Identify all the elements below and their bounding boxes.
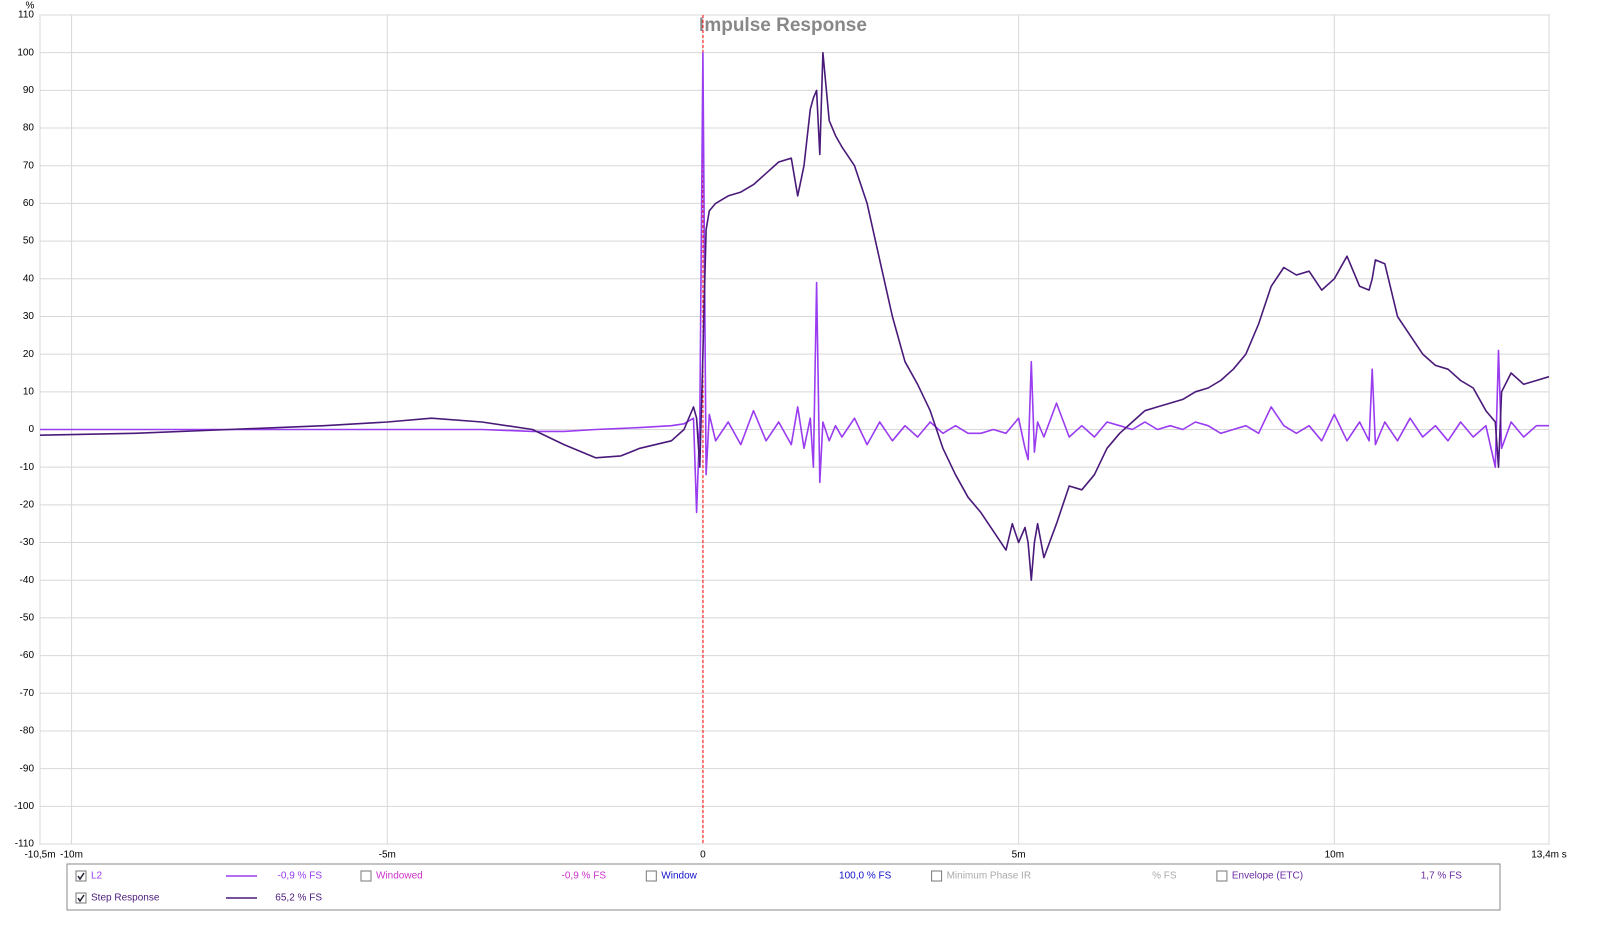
legend-label: Envelope (ETC) <box>1232 871 1303 882</box>
y-tick-label: 100 <box>17 47 34 58</box>
series-line <box>39 51 1550 581</box>
legend-checkbox[interactable] <box>931 870 943 882</box>
legend-checkbox[interactable] <box>75 870 87 882</box>
y-tick-label: -10 <box>20 462 35 473</box>
y-tick-label: -60 <box>20 650 35 661</box>
checkmark <box>77 894 85 903</box>
y-tick-label: -40 <box>20 575 35 586</box>
y-tick-label: 20 <box>23 349 35 360</box>
y-tick-label: -80 <box>20 726 35 737</box>
y-axis-label: % <box>26 1 35 12</box>
legend-readout: -0,9 % FS <box>278 871 323 882</box>
legend-checkbox[interactable] <box>645 870 657 882</box>
y-tick-label: 90 <box>23 85 35 96</box>
legend-label: L2 <box>91 871 103 882</box>
y-tick-label: 0 <box>28 424 34 435</box>
chart-title: Impulse Response <box>699 15 867 36</box>
x-tick-label: -10m <box>60 850 83 861</box>
y-tick-label: 80 <box>23 123 35 134</box>
x-tick-label: -5m <box>379 850 396 861</box>
y-tick-label: 10 <box>23 386 35 397</box>
legend-readout: 65,2 % FS <box>275 893 322 904</box>
checkmark <box>77 872 85 881</box>
legend-readout: % FS <box>1152 871 1177 882</box>
legend-label: Windowed <box>376 871 423 882</box>
legend-label: Step Response <box>91 893 160 904</box>
legend-label: Window <box>661 871 697 882</box>
y-tick-label: 60 <box>23 198 35 209</box>
legend-box <box>66 863 1501 911</box>
series-line <box>40 51 1549 514</box>
x-tick-label: 13,4m s <box>1531 850 1567 861</box>
legend-readout: 1,7 % FS <box>1421 871 1462 882</box>
y-tick-label: 110 <box>18 10 34 21</box>
y-tick-label: -70 <box>20 688 35 699</box>
legend-checkbox[interactable] <box>1216 870 1228 882</box>
legend-readout: 100,0 % FS <box>839 871 892 882</box>
legend-label: Minimum Phase IR <box>947 871 1031 882</box>
y-tick-label: -30 <box>20 537 35 548</box>
legend-checkbox[interactable] <box>360 870 372 882</box>
x-tick-label: -10,5m <box>24 850 55 861</box>
x-tick-label: 10m <box>1325 850 1344 861</box>
y-tick-label: 70 <box>23 160 35 171</box>
legend-readout: -0,9 % FS <box>562 871 607 882</box>
y-tick-label: -100 <box>14 801 34 812</box>
x-tick-label: 5m <box>1012 850 1026 861</box>
y-tick-label: -90 <box>20 763 35 774</box>
y-tick-label: 30 <box>23 311 35 322</box>
x-tick-label: 0 <box>700 850 706 861</box>
y-tick-label: -20 <box>20 500 35 511</box>
y-tick-label: -110 <box>15 839 35 850</box>
legend-checkbox[interactable] <box>75 892 87 904</box>
y-tick-label: 50 <box>23 236 35 247</box>
y-tick-label: 40 <box>23 273 35 284</box>
y-tick-label: -50 <box>20 613 35 624</box>
